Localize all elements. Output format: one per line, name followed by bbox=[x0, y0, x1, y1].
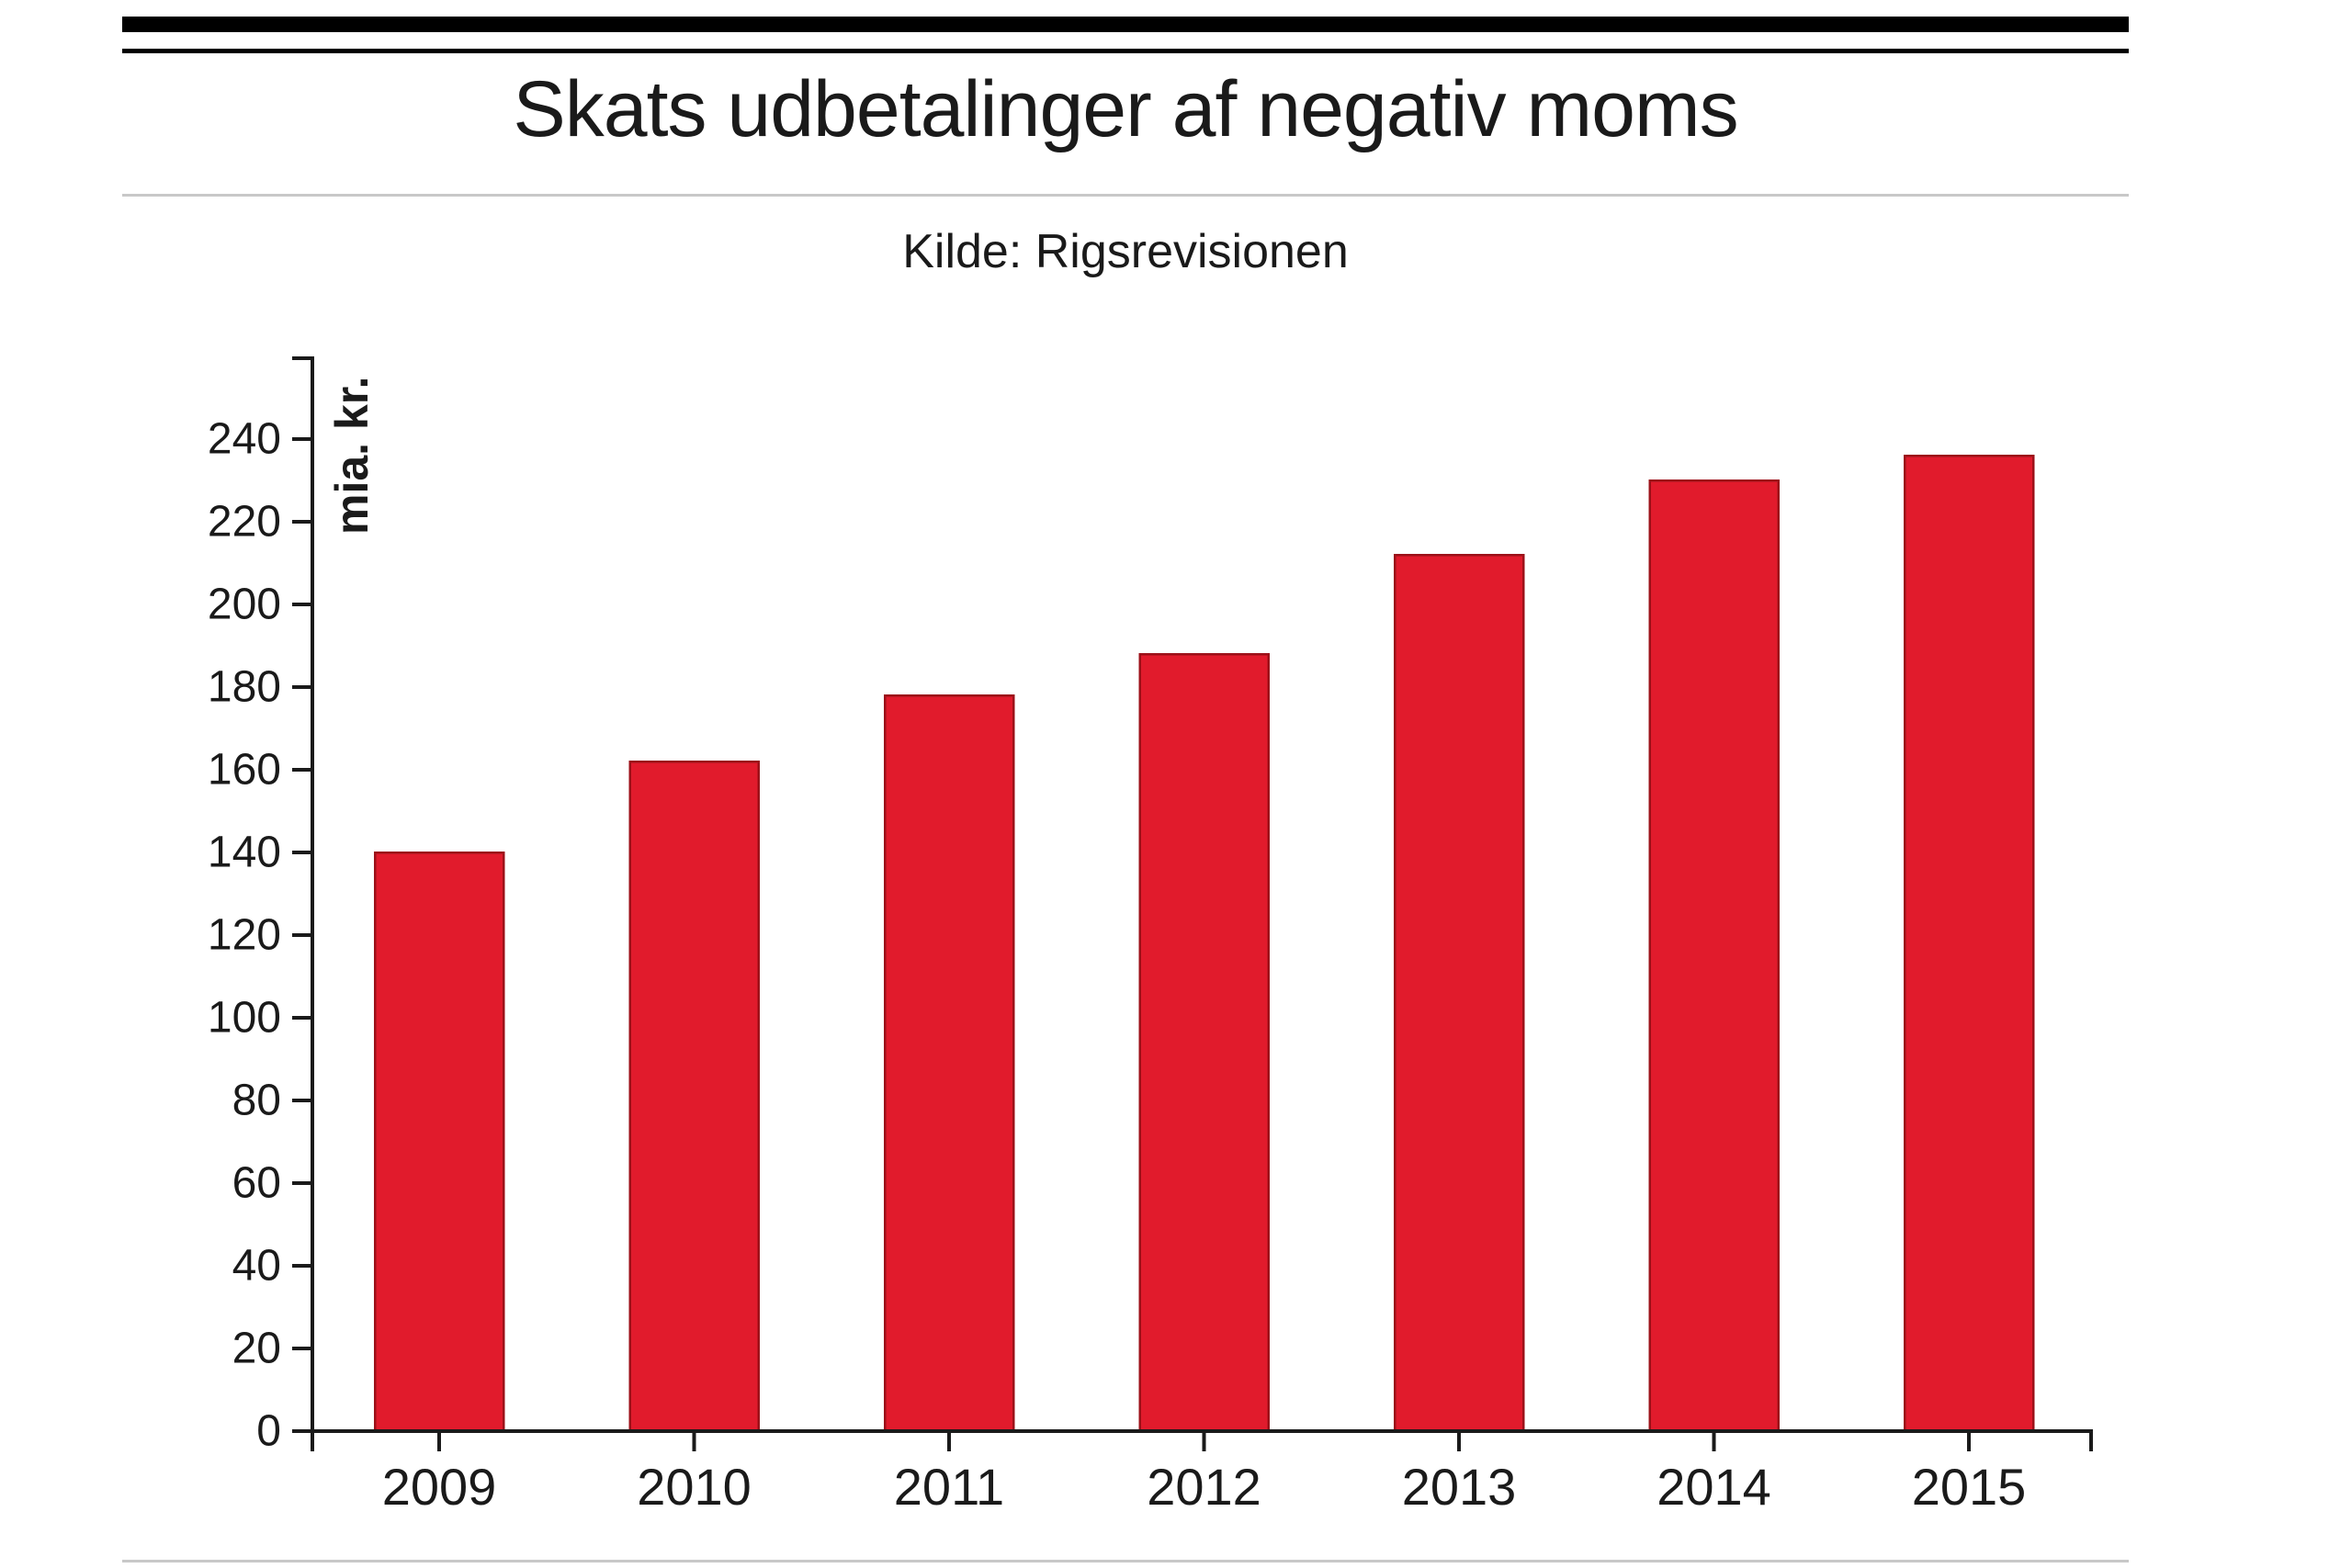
bar-2010 bbox=[628, 760, 760, 1433]
y-tick-label: 240 bbox=[208, 415, 281, 464]
bar-2009 bbox=[373, 851, 505, 1433]
y-tick-label: 60 bbox=[232, 1159, 281, 1208]
bottom-divider bbox=[122, 1560, 2129, 1562]
y-tick-label: 120 bbox=[208, 911, 281, 960]
x-tick-label: 2013 bbox=[1402, 1458, 1517, 1516]
x-tick-label: 2015 bbox=[1912, 1458, 2027, 1516]
x-tick-label: 2012 bbox=[1147, 1458, 1261, 1516]
bar-2015 bbox=[1903, 454, 2035, 1433]
source-caption: Kilde: Rigsrevisionen bbox=[902, 225, 1349, 278]
bar-2011 bbox=[883, 694, 1015, 1433]
title-divider bbox=[122, 194, 2129, 197]
y-tick-label: 0 bbox=[256, 1407, 281, 1456]
y-tick-label: 200 bbox=[208, 581, 281, 629]
x-tick-label: 2009 bbox=[382, 1458, 497, 1516]
x-tick-label: 2014 bbox=[1657, 1458, 1771, 1516]
x-tick-label: 2010 bbox=[637, 1458, 752, 1516]
bar-2014 bbox=[1648, 479, 1780, 1433]
bar-2012 bbox=[1138, 652, 1270, 1433]
y-tick-label: 220 bbox=[208, 498, 281, 547]
bar-2013 bbox=[1393, 553, 1525, 1433]
y-tick-label: 160 bbox=[208, 746, 281, 795]
header-rule-thick bbox=[122, 17, 2129, 32]
y-tick-label: 40 bbox=[232, 1242, 281, 1291]
y-tick-label: 140 bbox=[208, 829, 281, 877]
y-tick-label: 80 bbox=[232, 1077, 281, 1125]
y-tick-label: 180 bbox=[208, 663, 281, 712]
header-rule-thin bbox=[122, 49, 2129, 53]
y-axis-unit-label: mia. kr. bbox=[326, 377, 378, 535]
x-tick-label: 2011 bbox=[894, 1458, 1004, 1516]
page-title: Skats udbetalinger af negativ moms bbox=[513, 65, 1738, 153]
y-tick-label: 100 bbox=[208, 994, 281, 1043]
y-tick-label: 20 bbox=[232, 1325, 281, 1373]
